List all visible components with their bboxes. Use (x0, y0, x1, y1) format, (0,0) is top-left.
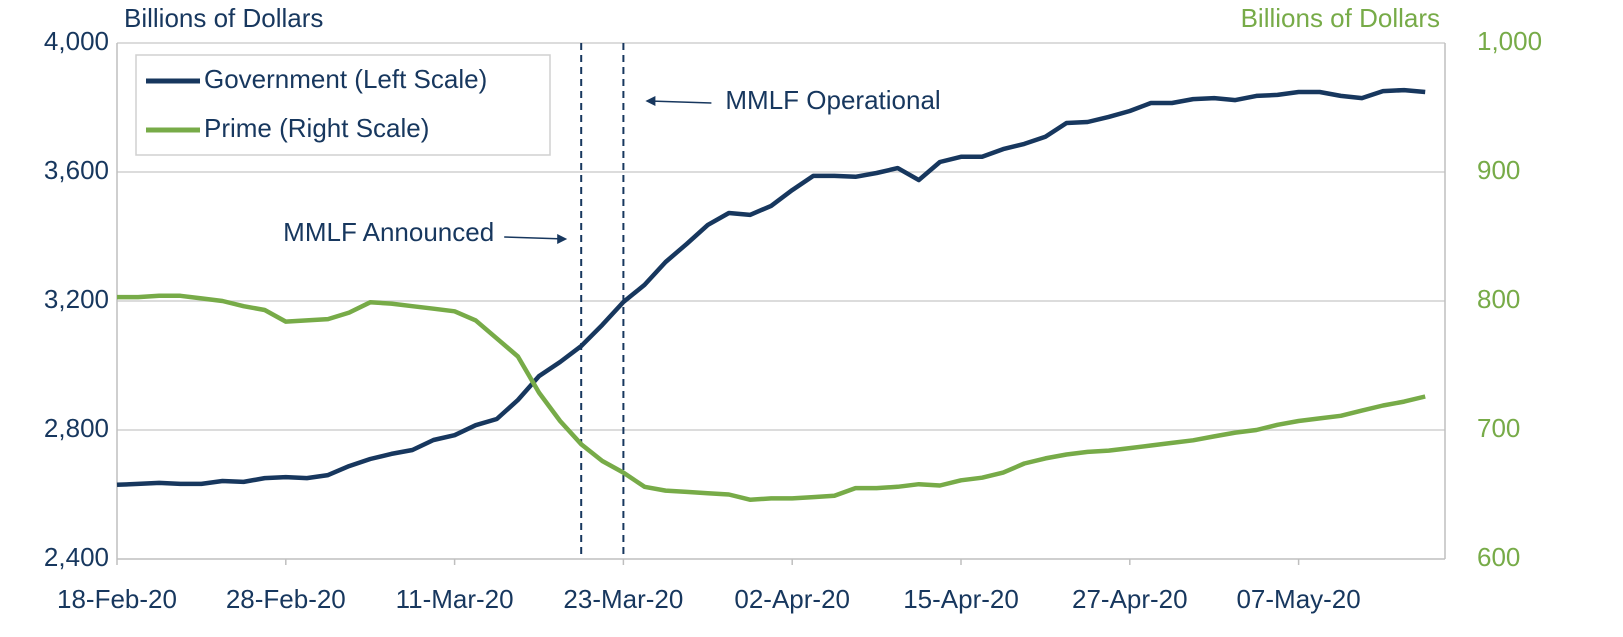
y2-tick-label: 600 (1477, 542, 1520, 572)
x-tick-label: 11-Mar-20 (396, 584, 514, 614)
x-tick-label: 18-Feb-20 (57, 584, 177, 614)
legend-box (135, 54, 551, 156)
y-axis-label: Billions of Dollars (124, 3, 323, 33)
x-tick-label: 23-Mar-20 (563, 584, 683, 614)
y-tick-label: 3,600 (44, 155, 109, 185)
y2-tick-label: 700 (1477, 413, 1520, 443)
legend-label: Prime (Right Scale) (204, 113, 429, 143)
y-tick-label: 2,800 (44, 413, 109, 443)
series-line (116, 87, 1426, 488)
x-tick-label: 15-Apr-20 (903, 584, 1019, 614)
annotation: MMLF Operational (725, 85, 940, 115)
x-tick-label: 02-Apr-20 (734, 584, 850, 614)
x-tick-label: 07-May-20 (1236, 584, 1360, 614)
y2-tick-label: 900 (1477, 155, 1520, 185)
series-line (117, 293, 1426, 502)
annotation: MMLF Announced (283, 217, 494, 247)
arrow-head (645, 96, 656, 106)
x-tick-label: 27-Apr-20 (1072, 584, 1188, 614)
arrow (504, 236, 566, 240)
y2-tick-label: 1,000 (1477, 26, 1542, 56)
y-tick-label: 4,000 (44, 26, 109, 56)
y-tick-label: 3,200 (44, 284, 109, 314)
y-tick-label: 2,400 (44, 542, 109, 572)
arrow (649, 100, 712, 104)
legend-label: Government (Left Scale) (204, 64, 487, 94)
x-tick-label: 28-Feb-20 (226, 584, 346, 614)
y2-axis-label: Billions of Dollars (1241, 3, 1440, 33)
y2-tick-label: 800 (1477, 284, 1520, 314)
arrow-head (557, 234, 568, 244)
